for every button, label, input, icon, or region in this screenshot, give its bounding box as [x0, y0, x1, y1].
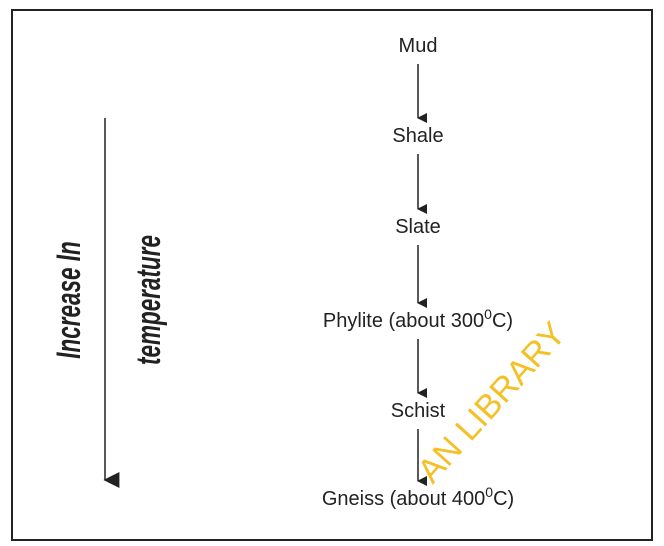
node-text: Schist — [391, 400, 446, 422]
side-label: temperature — [130, 235, 168, 365]
frame — [11, 9, 653, 541]
node-sup: 0 — [484, 306, 492, 322]
node-text: Phylite (about 300 — [323, 310, 484, 332]
node-text: Shale — [392, 125, 443, 147]
node-label: Schist — [391, 400, 446, 422]
node-text: Slate — [395, 216, 441, 238]
node-label: Phylite (about 3000C) — [323, 306, 513, 332]
node-label: Gneiss (about 4000C) — [322, 484, 514, 510]
node-label: Shale — [392, 125, 443, 147]
node-after: C) — [493, 488, 514, 510]
node-sup: 0 — [485, 484, 493, 500]
side-label: Increase In — [50, 241, 88, 359]
node-text: Mud — [399, 35, 438, 57]
node-label: Mud — [399, 35, 438, 57]
side-labels: Increase In temperature — [50, 235, 168, 365]
node-text: Gneiss (about 400 — [322, 488, 485, 510]
node-after: C) — [492, 310, 513, 332]
node-label: Slate — [395, 216, 441, 238]
